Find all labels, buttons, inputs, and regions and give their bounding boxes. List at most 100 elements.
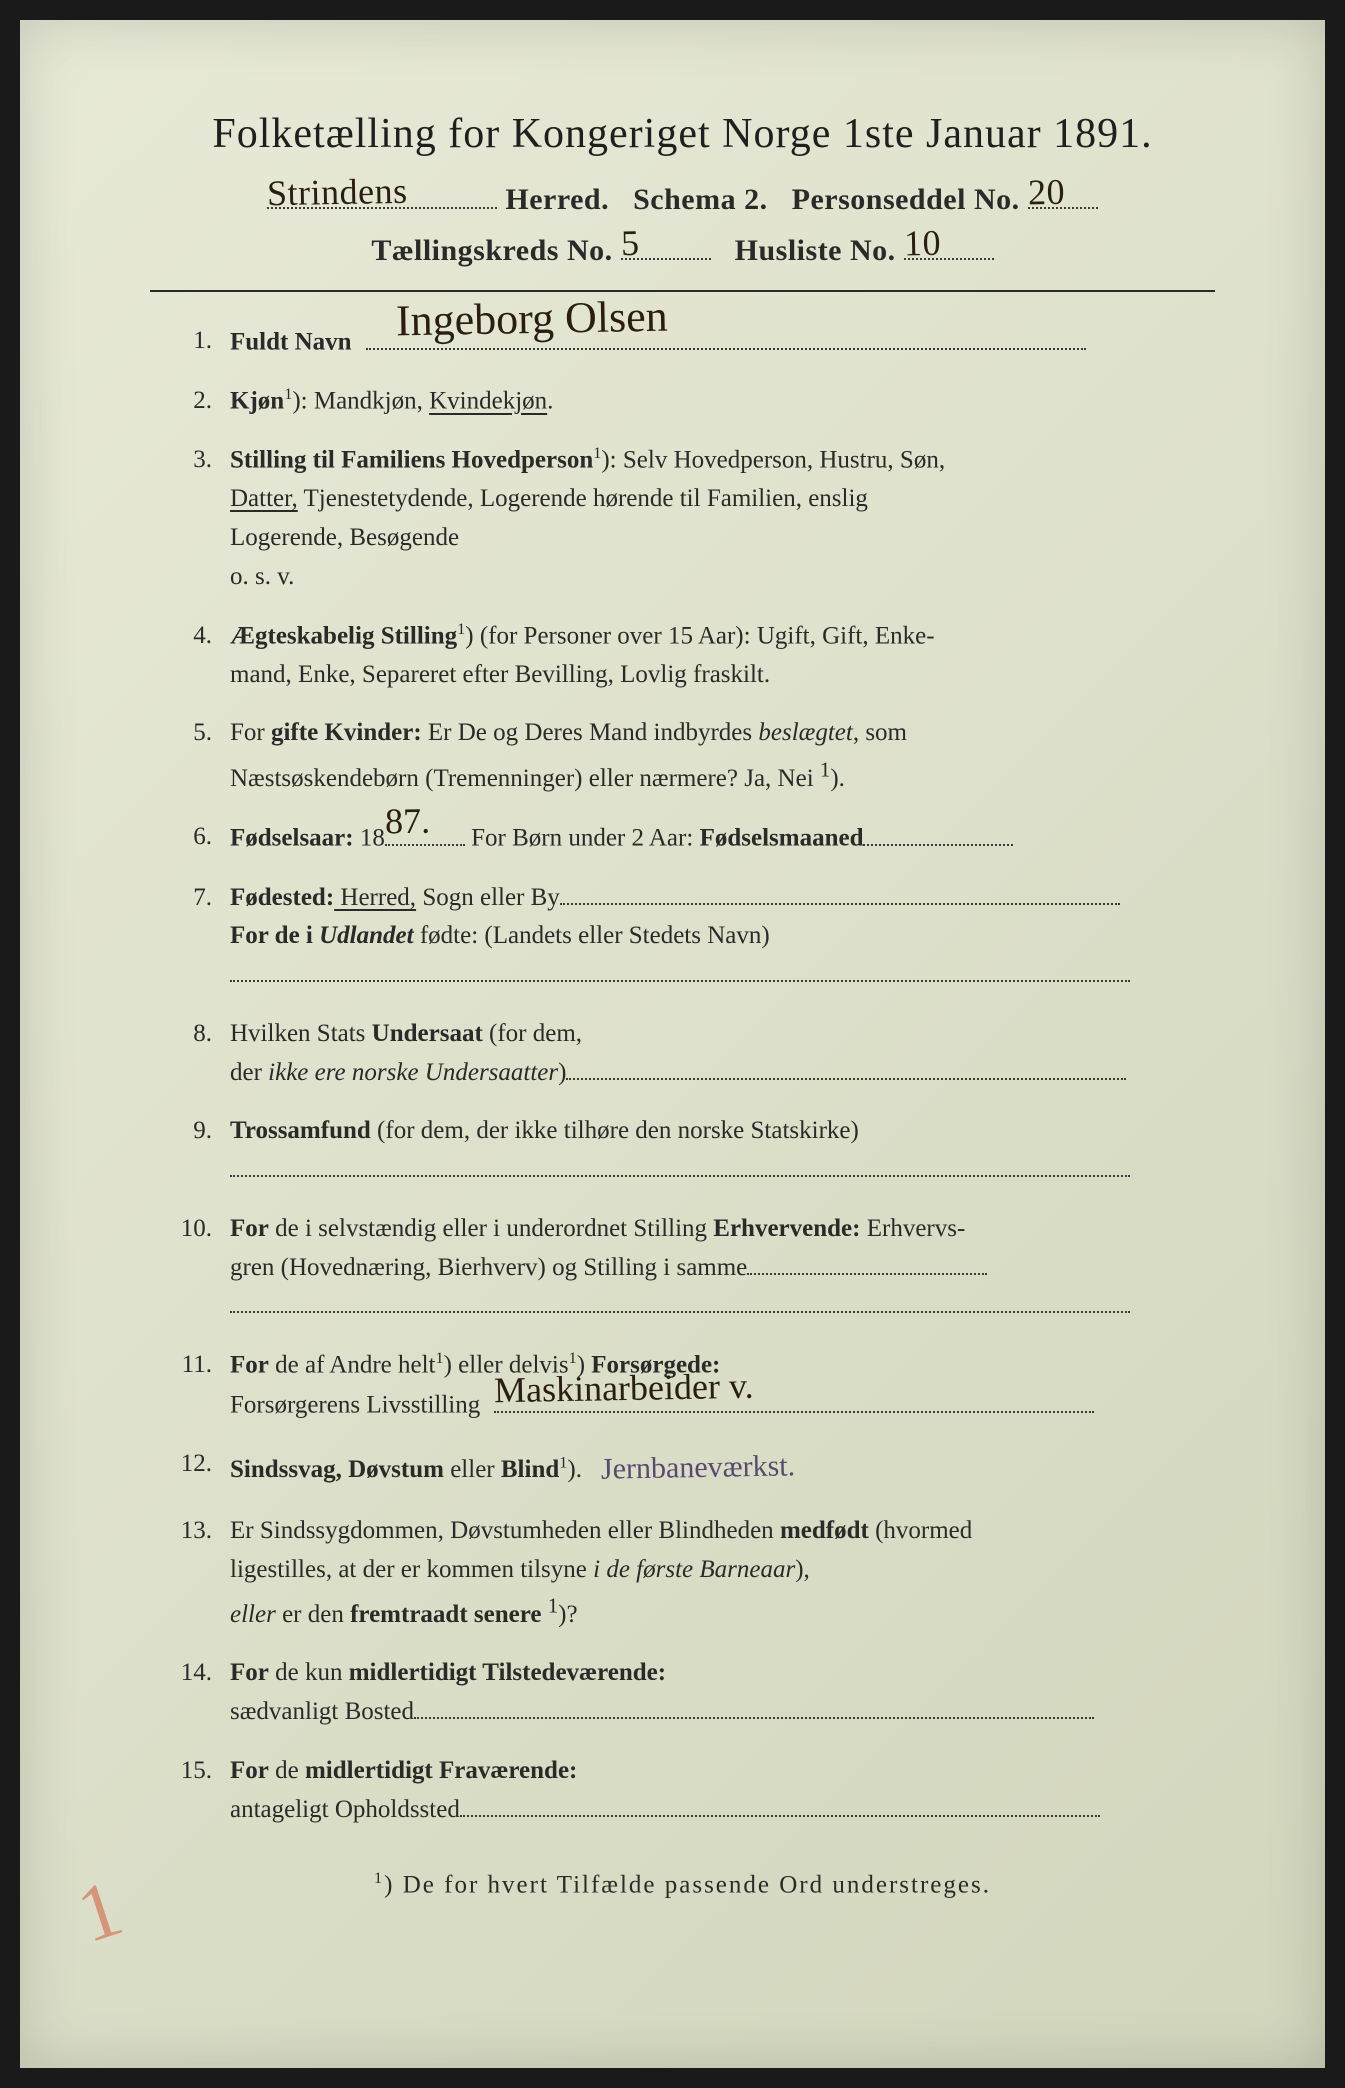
- text: o. s. v.: [230, 563, 294, 590]
- entry-lead: Ægteskabelig Stilling: [230, 622, 457, 649]
- entry-number: 10.: [160, 1210, 230, 1326]
- note-handwriting: Jernbaneværkst.: [600, 1444, 795, 1494]
- kreds-field: 5: [621, 227, 711, 260]
- dotted-trail: [863, 844, 1013, 846]
- header-line-2: Strindens Herred. Schema 2. Personseddel…: [150, 176, 1215, 217]
- entry-body: For gifte Kvinder: Er De og Deres Mand i…: [230, 714, 1215, 798]
- text: ): [558, 1059, 566, 1086]
- entry-12: 12. Sindssvag, Døvstum eller Blind1). Je…: [160, 1445, 1215, 1492]
- entry-lead: Stilling til Familiens Hovedperson: [230, 447, 593, 474]
- header-block: Folketælling for Kongeriget Norge 1ste J…: [150, 110, 1215, 268]
- entry-lead: For: [230, 1351, 269, 1378]
- entry-lead: Kjøn: [230, 388, 284, 415]
- livsstilling-handwriting: Maskinarbeider v.: [494, 1359, 755, 1419]
- entry-body: Fuldt Navn Ingeborg Olsen: [230, 322, 1215, 362]
- entry-11: 11. For de af Andre helt1) eller delvis1…: [160, 1346, 1215, 1425]
- text: For Børn under 2 Aar:: [465, 825, 700, 852]
- entry-number: 11.: [160, 1346, 230, 1425]
- entry-number: 9.: [160, 1112, 230, 1190]
- text: de af Andre helt: [269, 1351, 436, 1378]
- husliste-handwriting: 10: [903, 222, 941, 265]
- husliste-label: Husliste No.: [735, 234, 896, 267]
- entry-number: 12.: [160, 1445, 230, 1492]
- divider-line: [150, 290, 1215, 292]
- entry-1: 1. Fuldt Navn Ingeborg Olsen: [160, 322, 1215, 362]
- entry-lead: Fuldt Navn: [230, 329, 352, 356]
- entry-body: Er Sindssygdommen, Døvstumheden eller Bl…: [230, 1512, 1215, 1635]
- entries-list: 1. Fuldt Navn Ingeborg Olsen 2. Kjøn 1 ): …: [150, 322, 1215, 1829]
- entry-body: For de kun midlertidigt Tilstedeværende:…: [230, 1654, 1215, 1732]
- main-title: Folketælling for Kongeriget Norge 1ste J…: [150, 110, 1215, 158]
- census-form-page: Folketælling for Kongeriget Norge 1ste J…: [20, 20, 1325, 2068]
- text: .: [547, 388, 553, 415]
- text: sædvanligt Bosted: [230, 1698, 414, 1725]
- underlined-option: Herred,: [334, 884, 416, 911]
- footnote-sup: 1: [374, 1869, 384, 1887]
- entry-lead2: Fødselsmaaned: [700, 825, 864, 852]
- entry-3: 3. Stilling til Familiens Hovedperson1):…: [160, 441, 1215, 596]
- entry-body: Stilling til Familiens Hovedperson1): Se…: [230, 441, 1215, 596]
- entry-lead2: Blind: [501, 1456, 559, 1483]
- underlined-option: Datter,: [230, 485, 298, 512]
- entry-8: 8. Hvilken Stats Undersaat (for dem, der…: [160, 1015, 1215, 1093]
- text: de: [269, 1757, 305, 1784]
- dotted-trail: [414, 1717, 1094, 1719]
- text: Tjenestetydende, Logerende hørende til F…: [298, 485, 868, 512]
- text: fødte: (Landets eller Stedets Navn): [414, 922, 770, 949]
- year-handwriting: 87.: [384, 794, 430, 851]
- dotted-trail: [230, 980, 1130, 982]
- text: For de i: [230, 922, 319, 949]
- herred-label: Herred.: [505, 183, 609, 216]
- text: (for dem,: [483, 1020, 582, 1047]
- livsstilling-field: Maskinarbeider v.: [494, 1385, 1094, 1413]
- name-field: Ingeborg Olsen: [366, 322, 1086, 350]
- personseddel-label: Personseddel No.: [792, 183, 1020, 216]
- entry-body: Trossamfund (for dem, der ikke tilhøre d…: [230, 1112, 1215, 1190]
- entry-body: For de af Andre helt1) eller delvis1) Fo…: [230, 1346, 1215, 1425]
- text: 18: [354, 825, 385, 852]
- dotted-trail: [747, 1273, 987, 1275]
- text: de i selvstændig eller i underordnet Sti…: [269, 1215, 713, 1242]
- text: ).: [567, 1456, 582, 1483]
- text: ): Selv Hovedperson, Hustru, Søn,: [601, 447, 945, 474]
- entry-lead2: Erhvervende:: [713, 1215, 860, 1242]
- entry-number: 8.: [160, 1015, 230, 1093]
- entry-number: 1.: [160, 322, 230, 362]
- entry-lead: For: [230, 1215, 269, 1242]
- dotted-trail: [230, 1311, 1130, 1313]
- entry-lead: Undersaat: [372, 1020, 483, 1047]
- text: ligestilles, at der er kommen tilsyne i …: [230, 1556, 810, 1583]
- text: Sogn eller By: [416, 884, 560, 911]
- text: de kun: [269, 1659, 349, 1686]
- herred-handwriting: Strindens: [267, 170, 408, 214]
- text: For: [230, 719, 271, 746]
- entry-lead2: midlertidigt Fraværende:: [305, 1757, 577, 1784]
- sup: 1: [435, 1349, 443, 1367]
- kreds-handwriting: 5: [620, 222, 639, 264]
- entry-lead: Trossamfund: [230, 1117, 371, 1144]
- text: der: [230, 1059, 268, 1086]
- text: ): Mandkjøn,: [292, 388, 429, 415]
- entry-number: 4.: [160, 617, 230, 695]
- text: Er De og Deres Mand indbyrdes beslægtet,…: [422, 719, 907, 746]
- entry-number: 2.: [160, 382, 230, 421]
- text: Erhvervs-: [860, 1215, 965, 1242]
- entry-15: 15. For de midlertidigt Fraværende: anta…: [160, 1752, 1215, 1830]
- husliste-field: 10: [904, 227, 994, 260]
- entry-number: 5.: [160, 714, 230, 798]
- entry-lead: For: [230, 1659, 269, 1686]
- text: ) (for Personer over 15 Aar): Ugift, Gif…: [465, 622, 934, 649]
- entry-number: 15.: [160, 1752, 230, 1830]
- text: Er Sindssygdommen, Døvstumheden eller Bl…: [230, 1517, 780, 1544]
- text-italic: Udlandet: [319, 922, 413, 949]
- underlined-option: Kvindekjøn: [429, 388, 547, 415]
- entry-lead: Fødested:: [230, 884, 334, 911]
- header-line-3: Tællingskreds No. 5 Husliste No. 10: [150, 227, 1215, 268]
- dotted-trail: [460, 1815, 1100, 1817]
- entry-body: Sindssvag, Døvstum eller Blind1). Jernba…: [230, 1445, 1215, 1492]
- text: mand, Enke, Separeret efter Bevilling, L…: [230, 661, 770, 688]
- text: Logerende, Besøgende: [230, 524, 459, 551]
- entry-4: 4. Ægteskabelig Stilling1) (for Personer…: [160, 617, 1215, 695]
- entry-13: 13. Er Sindssygdommen, Døvstumheden elle…: [160, 1512, 1215, 1635]
- text: Hvilken Stats: [230, 1020, 372, 1047]
